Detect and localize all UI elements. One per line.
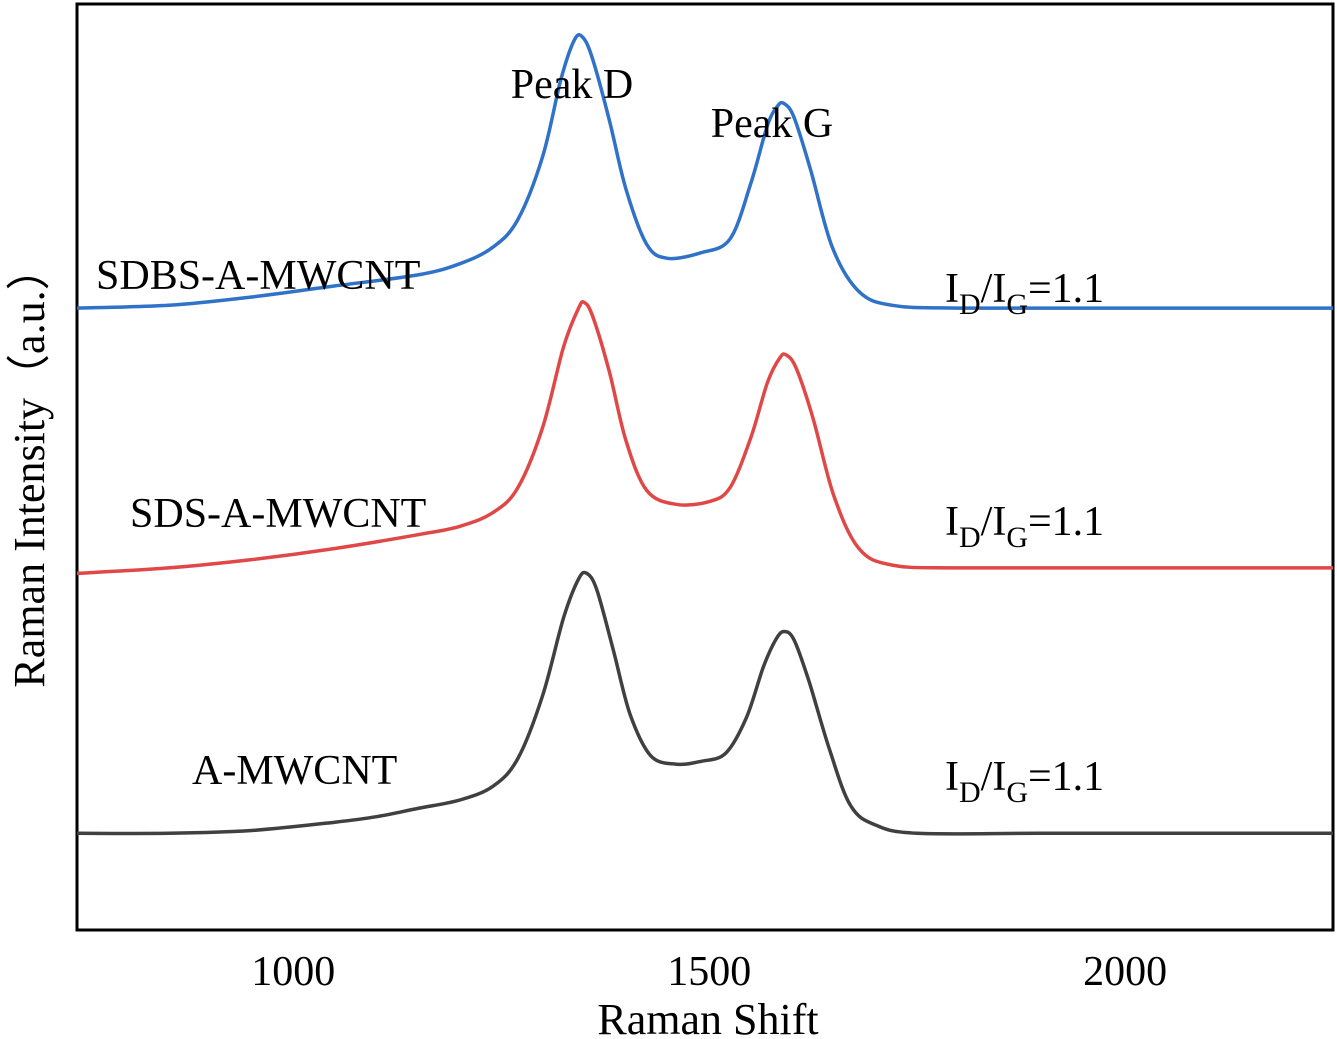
annotation-layer: Peak D Peak G SDBS-A-MWCNT SDS-A-MWCNT A…: [96, 62, 1104, 809]
y-axis-title: Raman Intensity（a.u.）: [5, 246, 54, 687]
series-label-sds: SDS-A-MWCNT: [130, 491, 426, 537]
x-tick-label: 1000: [251, 949, 335, 995]
ratio-label-a: ID/IG=1.1: [945, 754, 1104, 809]
x-tick-label: 2000: [1083, 949, 1167, 995]
peak-d-label: Peak D: [511, 62, 633, 108]
series-layer: [76, 32, 1333, 836]
x-axis-title: Raman Shift: [597, 995, 818, 1039]
ratio-label-sds: ID/IG=1.1: [945, 499, 1104, 554]
series-line-sds-a-mwcnt: [76, 299, 1333, 576]
series-label-sdbs: SDBS-A-MWCNT: [96, 253, 420, 299]
plot-frame: [75, 2, 1335, 932]
series-line-a-mwcnt: [76, 570, 1333, 836]
series-line-sdbs-a-mwcnt: [76, 32, 1333, 311]
x-ticks: 1000 1500 2000: [251, 949, 1167, 995]
ratio-label-sdbs: ID/IG=1.1: [945, 266, 1104, 321]
series-label-a: A-MWCNT: [192, 748, 397, 794]
x-tick-label: 1500: [667, 949, 751, 995]
peak-g-label: Peak G: [711, 101, 833, 147]
